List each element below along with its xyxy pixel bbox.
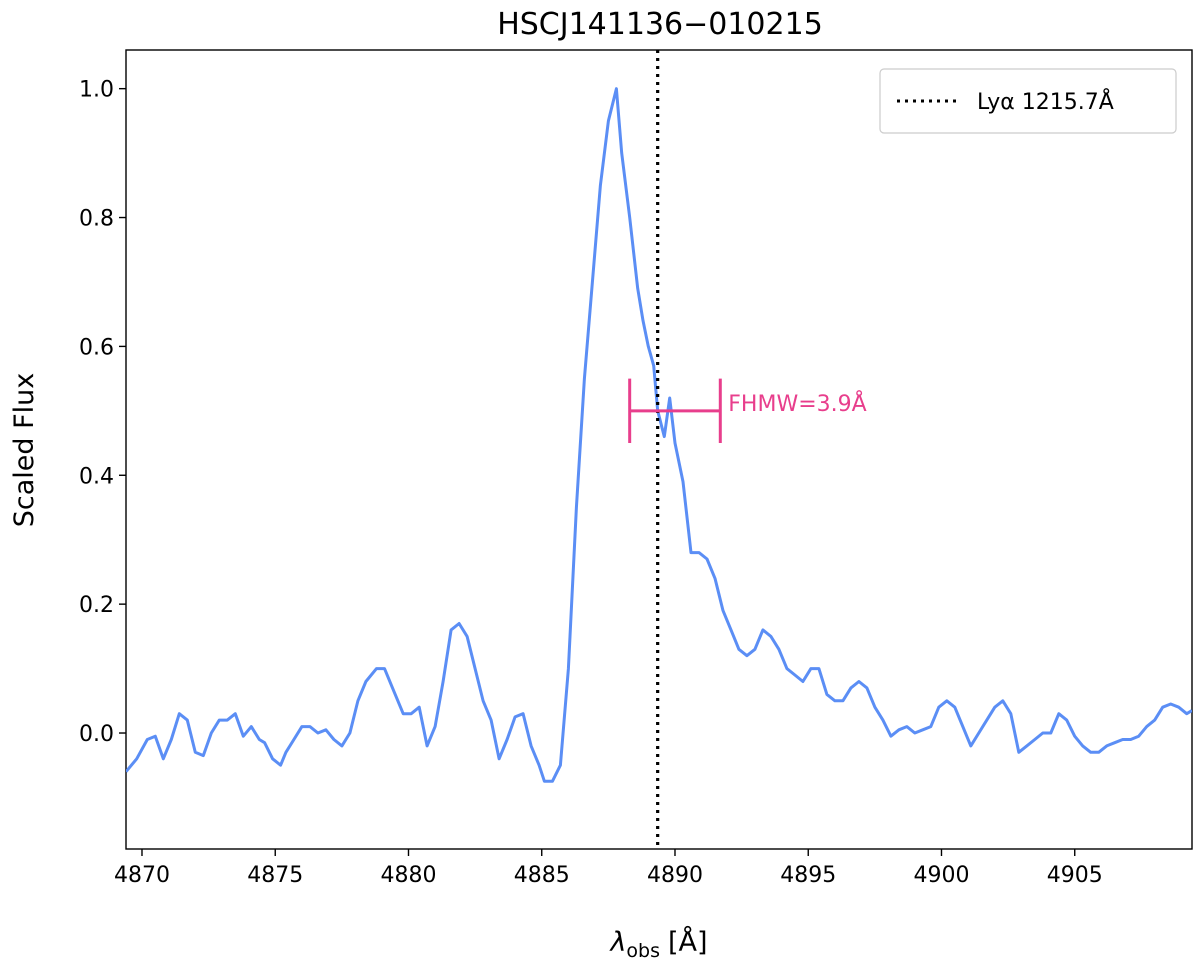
y-tick-label: 1.0 [79, 78, 114, 103]
legend-vline-label: Lyα 1215.7Å [977, 88, 1114, 115]
x-axis-ticks: 4870 4875 4880 4885 4890 4895 4900 4905 [114, 849, 1103, 888]
legend: Lyα 1215.7Å [879, 68, 1177, 134]
plot-area: FHMW=3.9Å [126, 50, 1192, 849]
x-tick-label: 4875 [247, 863, 303, 888]
x-axis-label-unit: [Å] [668, 926, 708, 958]
x-tick-label: 4890 [647, 863, 703, 888]
y-tick-label: 0.8 [79, 207, 114, 232]
x-tick-label: 4870 [114, 863, 170, 888]
y-tick-label: 0.6 [79, 335, 114, 360]
y-axis-label: Scaled Flux [9, 373, 40, 528]
x-tick-label: 4880 [380, 863, 436, 888]
legend-box [879, 68, 1177, 134]
y-tick-label: 0.2 [79, 593, 114, 618]
x-tick-label: 4905 [1047, 863, 1103, 888]
x-axis-label: λobs [Å] [608, 926, 707, 961]
x-tick-label: 4885 [514, 863, 570, 888]
x-axis-label-symbol: λ [608, 927, 626, 958]
y-tick-label: 0.0 [79, 722, 114, 747]
fwhm-label: FHMW=3.9Å [728, 390, 866, 417]
y-axis-ticks: 0.0 0.2 0.4 0.6 0.8 1.0 [79, 78, 126, 747]
y-tick-label: 0.4 [79, 464, 114, 489]
x-tick-label: 4895 [780, 863, 836, 888]
plot-frame [125, 49, 1193, 850]
chart-title: HSCJ141136−010215 [497, 7, 823, 42]
x-axis-label-subscript: obs [626, 940, 660, 961]
x-tick-label: 4900 [913, 863, 969, 888]
